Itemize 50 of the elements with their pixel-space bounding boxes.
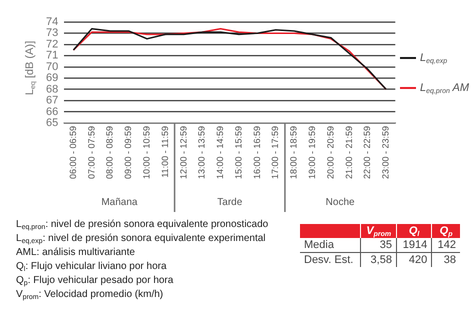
legend-label: L$_{eq,pron}$ AM <box>420 82 470 95</box>
x-tick-label: 08:00 - 08:59 <box>104 126 115 180</box>
y-tick-label: 74 <box>46 16 58 28</box>
x-tick-label: 07:00 - 07:59 <box>86 126 96 180</box>
x-tick-label: 18:00 - 18:59 <box>288 126 299 180</box>
text: AML: análisis multivariante <box>16 246 136 260</box>
y-tick-label: 66 <box>46 106 58 118</box>
y-tick-label: 71 <box>46 50 58 62</box>
x-tick-label: 10:00 - 10:59 <box>141 126 152 180</box>
x-tick-label: 17:00 - 17:59 <box>270 126 280 180</box>
text: 35 <box>380 239 392 251</box>
x-tick-label: 06:00 - 06:59 <box>68 126 78 180</box>
x-tick-label: 23:00 - 23:59 <box>380 126 391 180</box>
text: L$_{eq,pron}$: nivel de presión sonora equivalente pronosticado <box>16 218 268 232</box>
text: Mañana <box>101 196 138 208</box>
text: L$_{eq,exp}$: nivel de presión sonora equivalente experimental <box>16 232 267 246</box>
x-tick-label: 14:00 - 14:59 <box>215 126 226 180</box>
text: V$_{prom}$: Velocidad promedio (km/h) <box>16 288 164 302</box>
x-tick-label: 12:00 - 12:59 <box>178 126 188 180</box>
text: 420 <box>408 254 428 266</box>
text: 3,58 <box>370 254 392 266</box>
text: Tarde <box>217 196 243 208</box>
category-label: Q$_{p}$ <box>432 224 460 238</box>
category-label: Q$_{l}$ <box>396 224 432 238</box>
x-tick-label: 20:00 - 20:59 <box>325 126 336 180</box>
y-tick-label: 69 <box>46 72 58 84</box>
x-tick-label: 16:00 - 16:59 <box>252 126 262 180</box>
text: 1914 <box>402 239 428 251</box>
y-tick-label: 72 <box>46 38 58 50</box>
x-tick-label: 11:00 - 11:59 <box>160 126 170 178</box>
y-tick-label: 65 <box>46 116 58 129</box>
y-tick-label: 67 <box>46 94 58 107</box>
y-tick-label: 73 <box>46 27 58 40</box>
x-tick-label: 21:00 - 21:59 <box>344 126 354 180</box>
category-label: V$_{prom}$ <box>360 224 396 238</box>
legend-label: L$_{eq,exp}$ <box>420 52 448 65</box>
text: 142 <box>438 239 456 251</box>
x-tick-label: 22:00 - 22:59 <box>362 126 372 180</box>
text: 38 <box>444 254 456 266</box>
category-label: Media <box>304 239 334 251</box>
x-tick-label: 09:00 - 09:59 <box>123 126 134 180</box>
text: Q$_{l}$: Flujo vehicular liviano por hora <box>16 260 168 274</box>
x-tick-label: 13:00 - 13:59 <box>196 126 207 180</box>
y-tick-label: 68 <box>46 83 58 96</box>
x-tick-label: 15:00 - 15:59 <box>233 126 244 180</box>
text: Noche <box>326 196 355 208</box>
y-tick-label: 70 <box>46 60 58 73</box>
category-label: Desv. Est. <box>304 254 354 266</box>
x-tick-label: 19:00 - 19:59 <box>307 126 318 180</box>
text: Q$_{p}$: Flujo vehicular pesado por hora <box>16 274 174 288</box>
